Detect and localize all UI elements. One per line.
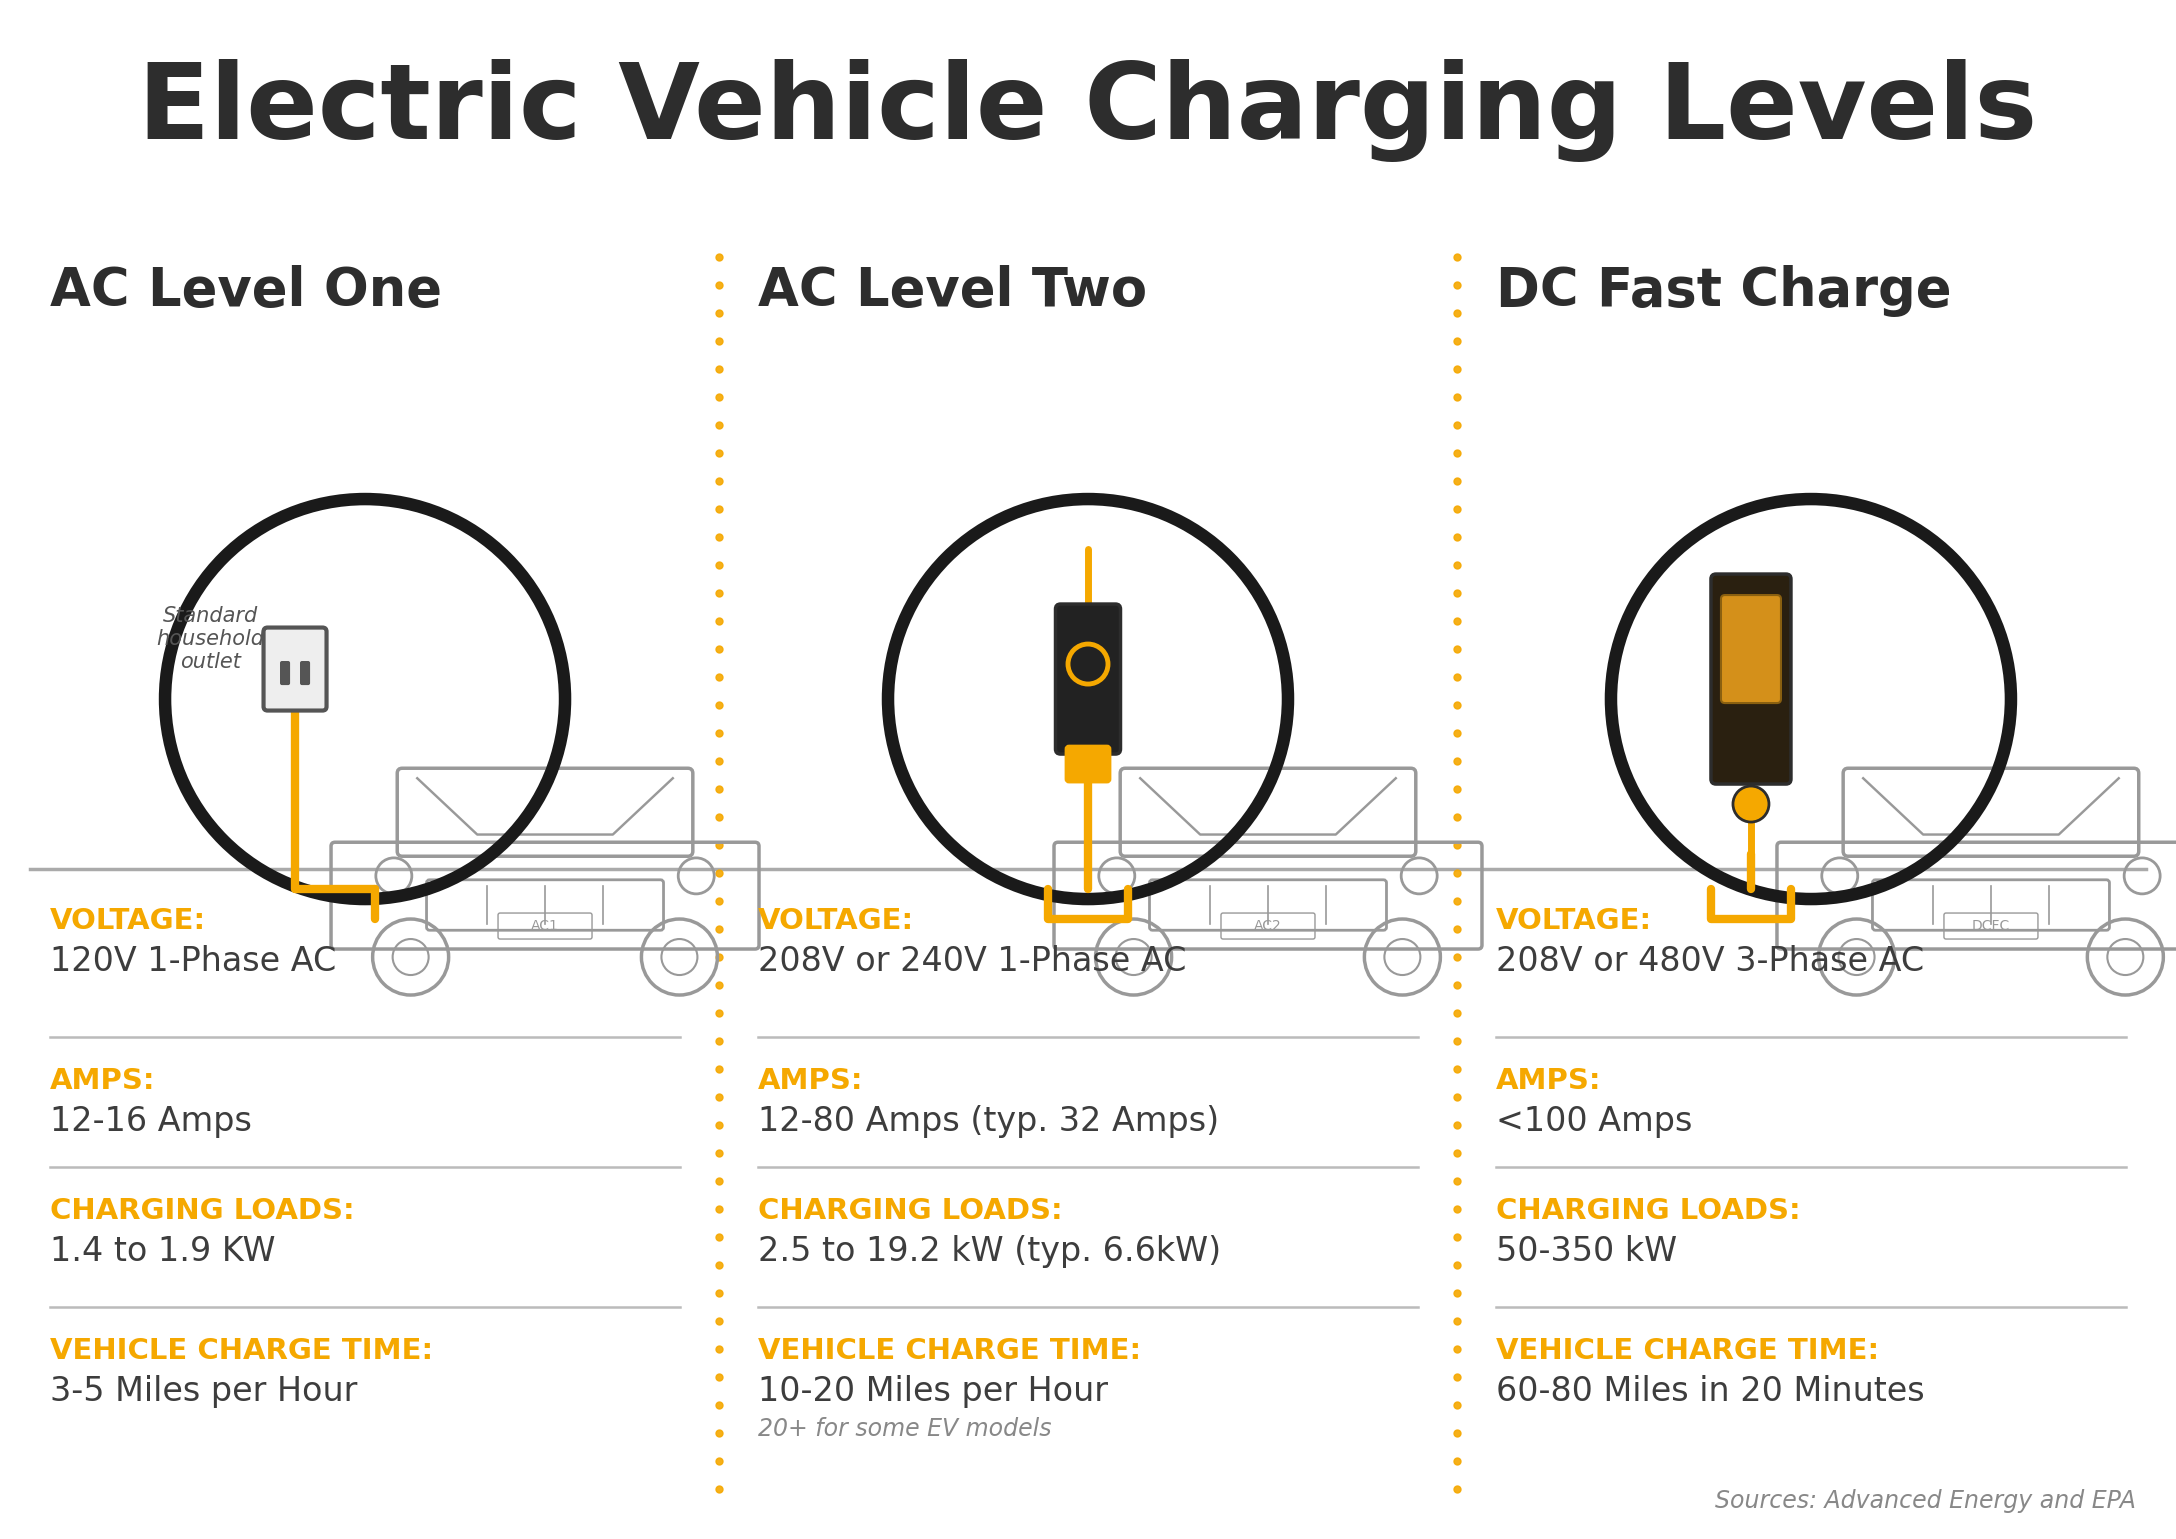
Text: VEHICLE CHARGE TIME:: VEHICLE CHARGE TIME: [1495,1337,1880,1365]
Text: DCFC: DCFC [1971,919,2011,933]
Text: 3-5 Miles per Hour: 3-5 Miles per Hour [50,1374,357,1408]
Text: VEHICLE CHARGE TIME:: VEHICLE CHARGE TIME: [757,1337,1140,1365]
FancyBboxPatch shape [1710,574,1791,783]
Text: AC Level Two: AC Level Two [757,265,1147,317]
Text: AMPS:: AMPS: [757,1067,864,1096]
Text: Electric Vehicle Charging Levels: Electric Vehicle Charging Levels [139,58,2037,162]
FancyBboxPatch shape [1055,603,1121,754]
Text: CHARGING LOADS:: CHARGING LOADS: [1495,1197,1800,1225]
Circle shape [1732,786,1769,822]
Text: VOLTAGE:: VOLTAGE: [757,906,914,936]
FancyBboxPatch shape [263,628,326,711]
Text: 12-80 Amps (typ. 32 Amps): 12-80 Amps (typ. 32 Amps) [757,1105,1219,1137]
Text: AMPS:: AMPS: [50,1067,154,1096]
Text: AMPS:: AMPS: [1495,1067,1602,1096]
Text: 50-350 kW: 50-350 kW [1495,1234,1678,1268]
Text: 120V 1-Phase AC: 120V 1-Phase AC [50,945,337,977]
Text: 10-20 Miles per Hour: 10-20 Miles per Hour [757,1374,1108,1408]
FancyBboxPatch shape [1066,746,1110,782]
Text: Standard
household
outlet: Standard household outlet [157,606,263,673]
Text: AC1: AC1 [531,919,559,933]
Text: 60-80 Miles in 20 Minutes: 60-80 Miles in 20 Minutes [1495,1374,1924,1408]
Text: Sources: Advanced Energy and EPA: Sources: Advanced Energy and EPA [1715,1490,2137,1513]
Text: <100 Amps: <100 Amps [1495,1105,1693,1137]
Text: AC Level One: AC Level One [50,265,442,317]
Text: 208V or 480V 3-Phase AC: 208V or 480V 3-Phase AC [1495,945,1924,977]
Text: CHARGING LOADS:: CHARGING LOADS: [757,1197,1062,1225]
FancyBboxPatch shape [281,662,289,683]
Text: CHARGING LOADS:: CHARGING LOADS: [50,1197,355,1225]
Text: VOLTAGE:: VOLTAGE: [50,906,207,936]
Text: DC Fast Charge: DC Fast Charge [1495,265,1952,317]
Text: AC2: AC2 [1253,919,1282,933]
FancyBboxPatch shape [1721,596,1780,703]
Text: VEHICLE CHARGE TIME:: VEHICLE CHARGE TIME: [50,1337,433,1365]
Text: VOLTAGE:: VOLTAGE: [1495,906,1652,936]
FancyBboxPatch shape [300,662,309,683]
Text: 1.4 to 1.9 KW: 1.4 to 1.9 KW [50,1234,276,1268]
Text: 12-16 Amps: 12-16 Amps [50,1105,252,1137]
Text: 20+ for some EV models: 20+ for some EV models [757,1417,1051,1441]
Text: 208V or 240V 1-Phase AC: 208V or 240V 1-Phase AC [757,945,1186,977]
Text: 2.5 to 19.2 kW (typ. 6.6kW): 2.5 to 19.2 kW (typ. 6.6kW) [757,1234,1221,1268]
